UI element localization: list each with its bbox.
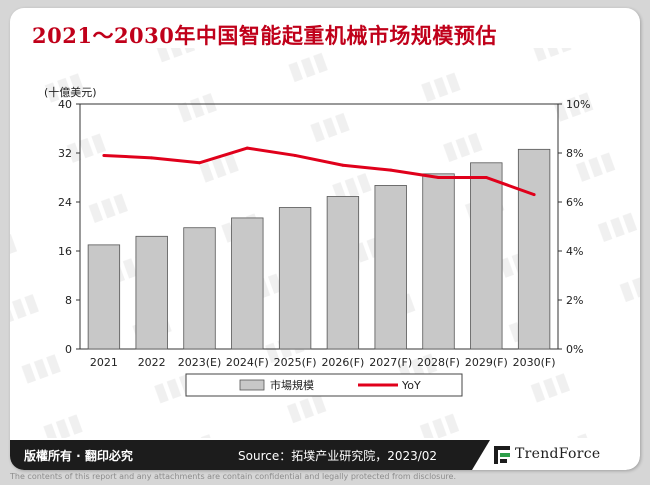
bar-2026(F): [326, 196, 360, 350]
bar-2027(F): [374, 185, 407, 350]
y-left-tick-label: 0: [65, 343, 72, 356]
x-tick-label: 2028(F): [417, 356, 460, 369]
x-tick-label: 2021: [90, 356, 118, 369]
x-tick-label: 2026(F): [321, 356, 364, 369]
bar-2029(F): [470, 162, 503, 350]
footer-bar: 版權所有 · 翻印必究 Source：拓墣产业研究院，2023/02 Trend…: [10, 440, 640, 470]
yoy-line: [103, 146, 535, 197]
legend-box: [185, 373, 463, 397]
yoy-point-2022: [150, 156, 154, 160]
y-left-tick-label: 24: [58, 196, 72, 209]
legend-label-bar: 市場規模: [270, 378, 314, 392]
y-right-tick-label: 6%: [566, 196, 583, 209]
x-tick-label: 2022: [138, 356, 166, 369]
y-right-tick-label: 0%: [566, 343, 583, 356]
y-left-tick-label: 40: [58, 98, 72, 111]
yoy-point-2021: [102, 153, 106, 157]
y-right-tick-label: 10%: [566, 98, 590, 111]
yoy-point-2025(F): [293, 153, 297, 157]
y-right-tick-label: 4%: [566, 245, 583, 258]
disclaimer-text: The contents of this report and any atta…: [10, 472, 456, 481]
chart-card: ▮▮▮ 2021～2030年中国智能起重机械市场规模预估 08162432400…: [10, 8, 640, 470]
x-tick-label: 2024(F): [226, 356, 269, 369]
x-tick-label: 2023(E): [178, 356, 222, 369]
yoy-point-2028(F): [437, 176, 440, 179]
brand-name: TrendForce: [515, 446, 601, 462]
brand-logo: TrendForce: [472, 440, 640, 470]
yoy-point-2030(F): [532, 193, 536, 197]
yoy-point-2024(F): [245, 146, 249, 150]
plot-frame: [79, 103, 559, 350]
x-tick-label: 2027(F): [369, 356, 412, 369]
bar-2025(F): [278, 207, 312, 350]
bar-2022: [135, 235, 168, 350]
x-tick-label: 2030(F): [513, 356, 556, 369]
yoy-point-2029(F): [484, 176, 488, 179]
legend-label-line: YoY: [401, 379, 421, 392]
bar-2023(E): [183, 227, 216, 350]
x-tick-label: 2025(F): [274, 356, 317, 369]
y-right-tick-label: 8%: [566, 147, 583, 160]
yoy-point-2023(E): [198, 161, 201, 165]
yoy-point-2027(F): [389, 168, 393, 172]
x-tick-label: 2029(F): [465, 356, 508, 369]
bar-2028(F): [422, 173, 455, 350]
source-text: Source：拓墣产业研究院，2023/02: [238, 449, 438, 463]
bar-2021: [87, 244, 121, 350]
trendforce-logo-icon: [494, 446, 510, 464]
legend-swatch-bar: [239, 379, 265, 391]
y-right-tick-label: 2%: [566, 294, 583, 307]
y-left-tick-label: 16: [58, 245, 72, 258]
bar-2024(F): [231, 217, 264, 350]
y-left-unit-label: (十億美元): [44, 85, 97, 99]
yoy-point-2026(F): [341, 163, 345, 167]
y-left-tick-label: 32: [58, 147, 72, 160]
bar-2030(F): [517, 148, 551, 350]
chart: 0 8 16 24 32 40 0% 2% 4% 6% 8% 10% (十億美元) 2021 2022 202…: [44, 85, 590, 397]
page-title: 2021～2030年中国智能起重机械市场规模预估: [32, 23, 497, 48]
copyright-text: 版權所有 · 翻印必究: [24, 449, 133, 463]
y-left-tick-label: 8: [65, 294, 72, 307]
